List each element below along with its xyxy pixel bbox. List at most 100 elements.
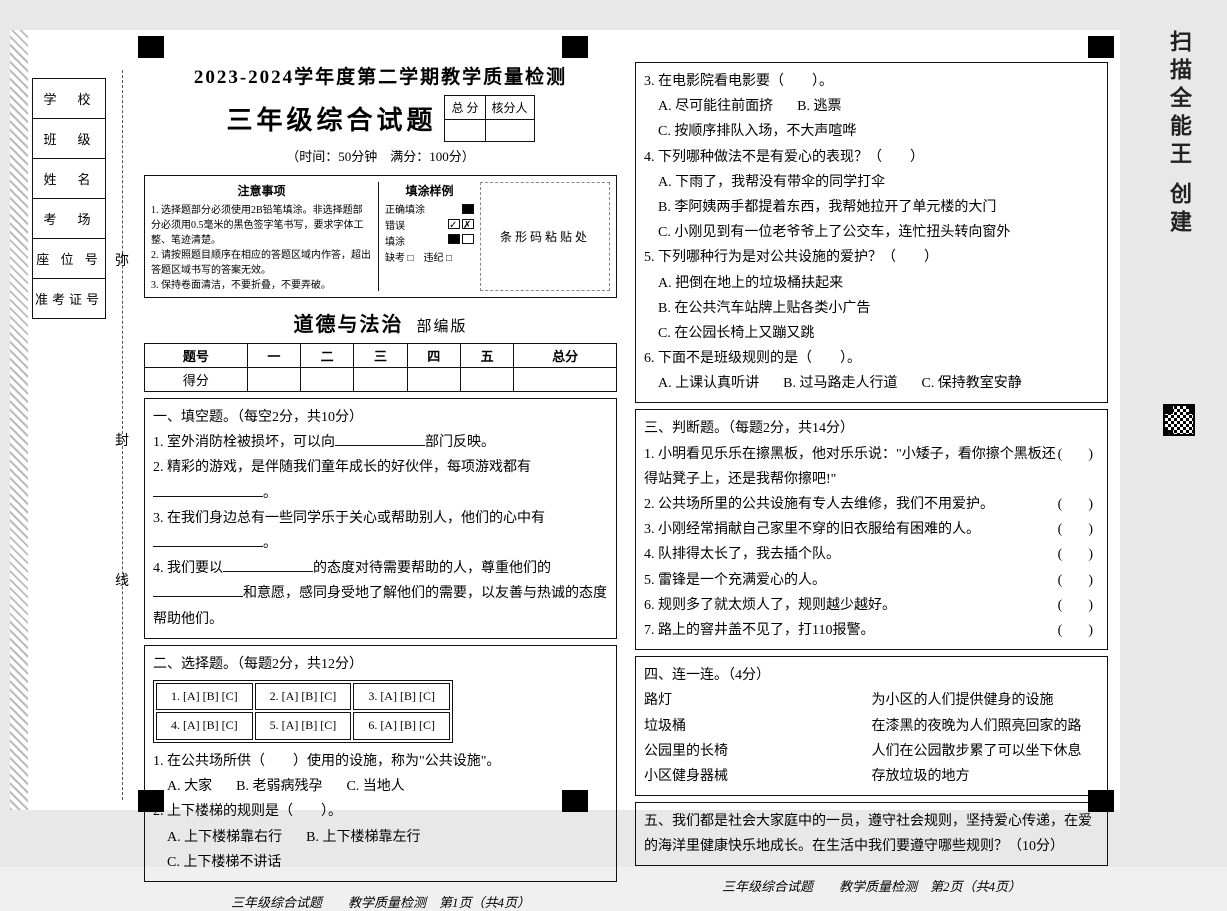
ac-cell: 2. [A] [B] [C] — [255, 683, 352, 711]
pages-container: 2023-2024学年度第二学期教学质量检测 三年级综合试题 总 分 核分人 （… — [110, 30, 1120, 810]
s1-q1: 1. 室外消防栓被损坏，可以向 部门反映。 — [153, 430, 608, 455]
watermark-text: 扫描全能王 创建 — [1163, 30, 1195, 238]
s1-q1b: 部门反映。 — [425, 435, 495, 450]
score-cell — [407, 368, 460, 392]
s2-q4-stem: 4. 下列哪种做法不是有爱心的表现？（ ） — [644, 145, 1099, 170]
barcode-area: 条形码粘贴处 — [480, 182, 610, 291]
field-seat: 座 位 号 — [33, 239, 106, 279]
app-watermark: 扫描全能王 创建 — [1139, 30, 1219, 837]
s1-q1a: 1. 室外消防栓被损坏，可以向 — [153, 435, 335, 450]
subject-name: 道德与法治 — [293, 314, 403, 336]
exam-header-line2: 三年级综合试题 — [226, 100, 436, 137]
legend-title: 填涂样例 — [385, 182, 474, 199]
match-item: 垃圾桶 — [644, 714, 872, 739]
total-score-cell — [445, 120, 485, 142]
exam-paper: 学 校 班 级 姓 名 考 场 座 位 号 准考证号 弥 封 线 2023-20… — [10, 30, 1120, 810]
opt: C. 保持教室安静 — [921, 376, 1021, 391]
s2-q2-opts: A. 上下楼梯靠右行 B. 上下楼梯靠左行 — [153, 825, 608, 850]
binding-margin: 学 校 班 级 姓 名 考 场 座 位 号 准考证号 弥 封 线 — [10, 30, 110, 810]
qr-icon — [1163, 404, 1195, 436]
s2-q3-stem: 3. 在电影院看电影要（ ）。 — [644, 69, 1099, 94]
section-1: 一、填空题。（每空2分，共10分） 1. 室外消防栓被损坏，可以向部门反映。 2… — [144, 398, 617, 639]
s1-q4b: 的态度对待需要帮助的人，尊重他们的 — [313, 561, 551, 576]
s3-item: 7. 路上的窨井盖不见了，打110报警。 — [644, 618, 874, 643]
paren: ( ) — [1058, 517, 1099, 542]
ac-cell: 4. [A] [B] [C] — [156, 712, 253, 740]
blank — [223, 558, 313, 572]
legend-label: 正确填涂 — [385, 201, 425, 216]
match-item: 路灯 — [644, 688, 872, 713]
opt: A. 大家 — [167, 779, 212, 794]
ac-cell: 6. [A] [B] [C] — [353, 712, 450, 740]
score-head: 二 — [301, 344, 354, 368]
title-row: 三年级综合试题 总 分 核分人 — [144, 95, 617, 142]
reg-mark — [138, 36, 164, 58]
opt: C. 当地人 — [346, 779, 404, 794]
s2-q1-opts: A. 大家B. 老弱病残孕C. 当地人 — [153, 774, 608, 799]
student-info-table: 学 校 班 级 姓 名 考 场 座 位 号 准考证号 — [32, 78, 106, 319]
bind-mark-1: 弥 — [114, 250, 130, 270]
exam-header-line1: 2023-2024学年度第二学期教学质量检测 — [144, 62, 617, 89]
blank — [153, 483, 263, 497]
s3-item: 3. 小刚经常捐献自己家里不穿的旧衣服给有困难的人。 — [644, 517, 980, 542]
page-2: 3. 在电影院看电影要（ ）。 A. 尽可能往前面挤B. 逃票 C. 按顺序排队… — [635, 62, 1108, 804]
paren: ( ) — [1058, 442, 1099, 492]
fill-legend: 填涂样例 正确填涂 错误✓✗ 填涂 缺考 □ 违纪 □ — [378, 182, 474, 291]
paren: ( ) — [1058, 618, 1099, 643]
opt: A. 下雨了，我帮没有带伞的同学打伞 — [658, 175, 885, 190]
legend-label: 填涂 — [385, 233, 405, 248]
s1-q3b: 。 — [263, 536, 277, 551]
notice-item: 2. 请按照题目顺序在相应的答题区域内作答，超出答题区域书写的答案无效。 — [151, 246, 372, 276]
legend-label: 错误 — [385, 217, 405, 232]
score-head: 题号 — [145, 344, 248, 368]
legend-absent: 缺考 □ 违纪 □ — [385, 249, 452, 264]
field-ticket: 准考证号 — [33, 279, 106, 319]
section-3: 三、判断题。（每题2分，共14分） 1. 小明看见乐乐在擦黑板，他对乐乐说："小… — [635, 409, 1108, 650]
s1-q3: 3. 在我们身边总有一些同学乐于关心或帮助别人，他们的心中有 — [153, 506, 608, 531]
paren: ( ) — [1058, 568, 1099, 593]
score-head: 三 — [354, 344, 407, 368]
opt: B. 上下楼梯靠左行 — [306, 830, 420, 845]
opt: B. 逃票 — [797, 99, 841, 114]
score-cell — [514, 368, 617, 392]
section-4: 四、连一连。（4分） 路灯 垃圾桶 公园里的长椅 小区健身器械 为小区的人们提供… — [635, 656, 1108, 796]
section-2: 二、选择题。（每题2分，共12分） 1. [A] [B] [C]2. [A] [… — [144, 645, 617, 882]
s3-item: 4. 队排得太长了，我去插个队。 — [644, 542, 840, 567]
opt: C. 按顺序排队入场，不大声喧哗 — [658, 124, 856, 139]
blank — [335, 432, 425, 446]
s2-title: 二、选择题。（每题2分，共12分） — [153, 652, 608, 677]
match-grid: 路灯 垃圾桶 公园里的长椅 小区健身器械 为小区的人们提供健身的设施 在漆黑的夜… — [644, 688, 1099, 789]
s5-title: 五、我们都是社会大家庭中的一员，遵守社会规则，坚持爱心传递，在爱的海洋里健康快乐… — [644, 809, 1099, 859]
s3-item: 1. 小明看见乐乐在擦黑板，他对乐乐说："小矮子，看你擦个黑板还得站凳子上，还是… — [644, 442, 1058, 492]
match-item: 人们在公园散步累了可以坐下休息 — [872, 739, 1100, 764]
answer-card: 1. [A] [B] [C]2. [A] [B] [C]3. [A] [B] [… — [153, 680, 453, 743]
s2-q1-stem: 1. 在公共场所供（ ）使用的设施，称为"公共设施"。 — [153, 749, 608, 774]
bind-mark-3: 线 — [114, 570, 130, 590]
paren: ( ) — [1058, 492, 1099, 517]
score-head: 一 — [247, 344, 300, 368]
reg-mark — [1088, 36, 1114, 58]
s1-q3a: 3. 在我们身边总有一些同学乐于关心或帮助别人，他们的心中有 — [153, 511, 545, 526]
opt: A. 上下楼梯靠右行 — [167, 830, 282, 845]
score-cell — [301, 368, 354, 392]
section-5: 五、我们都是社会大家庭中的一员，遵守社会规则，坚持爱心传递，在爱的海洋里健康快乐… — [635, 802, 1108, 866]
match-item: 小区健身器械 — [644, 764, 872, 789]
s1-q2: 2. 精彩的游戏，是伴随我们童年成长的好伙伴，每项游戏都有 — [153, 455, 608, 480]
score-cell — [354, 368, 407, 392]
reg-mark — [138, 790, 164, 812]
notice-title: 注意事项 — [151, 182, 372, 199]
legend-half-icon — [446, 234, 474, 247]
opt: B. 李阿姨两手都提着东西，我帮她拉开了单元楼的大门 — [658, 200, 996, 215]
notice-item: 1. 选择题部分必须使用2B铅笔填涂。非选择题部分必须用0.5毫米的黑色签字笔书… — [151, 201, 372, 246]
bind-mark-2: 封 — [114, 430, 130, 450]
field-class: 班 级 — [33, 119, 106, 159]
time-full-marks: （时间：50分钟 满分：100分） — [144, 146, 617, 165]
s3-title: 三、判断题。（每题2分，共14分） — [644, 416, 1099, 441]
s3-item: 6. 规则多了就太烦人了，规则越少越好。 — [644, 593, 896, 618]
opt: A. 把倒在地上的垃圾桶扶起来 — [658, 276, 843, 291]
opt: B. 在公共汽车站牌上贴各类小广告 — [658, 301, 870, 316]
opt: C. 小刚见到有一位老爷爷上了公交车，连忙扭头转向窗外 — [658, 225, 1010, 240]
opt: B. 过马路走人行道 — [783, 376, 897, 391]
subject-title: 道德与法治 部编版 — [144, 308, 617, 337]
total-score-box: 总 分 核分人 — [444, 95, 534, 142]
